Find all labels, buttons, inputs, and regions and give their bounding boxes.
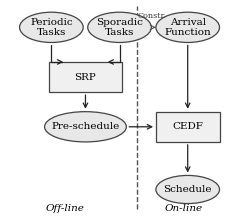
Ellipse shape xyxy=(155,175,218,203)
Text: Arrival
Function: Arrival Function xyxy=(164,18,210,37)
Text: Off-line: Off-line xyxy=(45,205,84,214)
Text: Constr.: Constr. xyxy=(137,12,166,20)
Ellipse shape xyxy=(87,12,151,42)
Text: CEDF: CEDF xyxy=(172,122,202,131)
Text: Schedule: Schedule xyxy=(163,185,211,194)
Bar xyxy=(49,62,121,92)
Bar xyxy=(155,112,218,142)
Text: SRP: SRP xyxy=(74,72,96,81)
Ellipse shape xyxy=(19,12,83,42)
Text: Pre-schedule: Pre-schedule xyxy=(51,122,119,131)
Ellipse shape xyxy=(44,112,126,142)
Text: Sporadic
Tasks: Sporadic Tasks xyxy=(96,18,142,37)
Text: Periodic
Tasks: Periodic Tasks xyxy=(30,18,72,37)
Ellipse shape xyxy=(155,12,218,42)
Text: On-line: On-line xyxy=(163,205,201,214)
